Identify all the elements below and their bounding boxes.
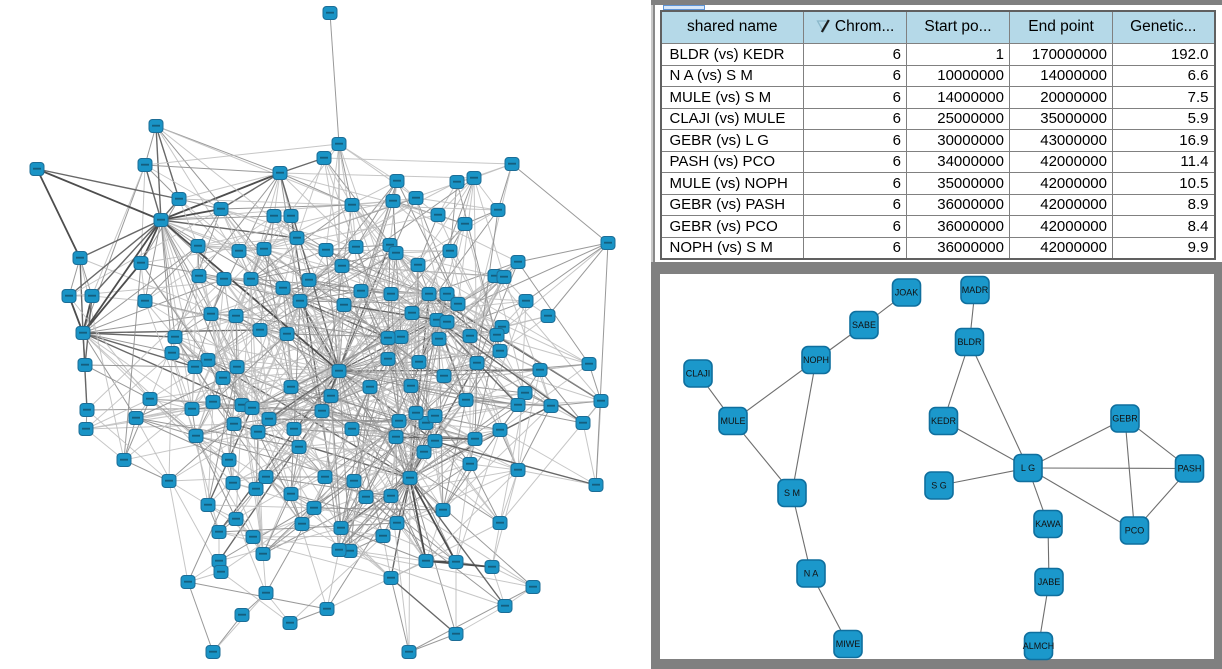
svg-text:N A: N A [804, 569, 819, 579]
svg-text:BLDR: BLDR [957, 337, 982, 347]
svg-text:ALMCH: ALMCH [1023, 641, 1055, 651]
svg-text:SABE: SABE [852, 320, 876, 330]
svg-text:S M: S M [784, 488, 800, 498]
svg-text:NOPH: NOPH [803, 355, 829, 365]
svg-text:S G: S G [931, 481, 947, 491]
svg-text:MULE: MULE [720, 416, 745, 426]
svg-text:MADR: MADR [962, 285, 989, 295]
svg-text:PCO: PCO [1125, 526, 1145, 536]
svg-text:JOAK: JOAK [895, 288, 919, 298]
svg-text:JABE: JABE [1038, 577, 1061, 587]
svg-text:KEDR: KEDR [931, 416, 957, 426]
svg-text:GEBR: GEBR [1112, 414, 1138, 424]
svg-text:L G: L G [1021, 463, 1035, 473]
svg-text:CLAJI: CLAJI [686, 369, 711, 379]
svg-text:KAWA: KAWA [1035, 519, 1061, 529]
svg-text:PASH: PASH [1178, 464, 1202, 474]
svg-text:MIWE: MIWE [836, 639, 861, 649]
